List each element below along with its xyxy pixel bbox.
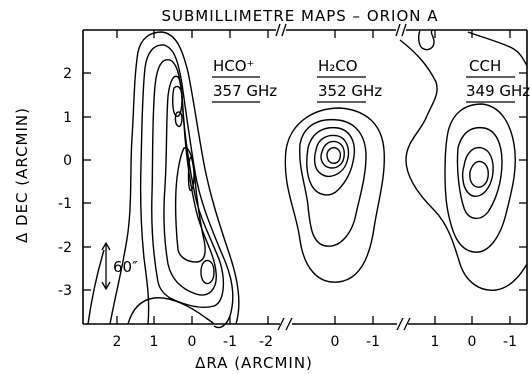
contour [109,31,240,325]
contour [444,103,516,253]
contour [298,118,367,247]
x-tick-label: -1 [366,334,380,350]
contour [187,156,195,192]
contour [163,75,217,296]
contour [326,147,342,164]
contour [469,160,489,188]
y-tick-labels: 2 1 0 -1 -2 -3 [58,66,72,299]
y-tick-label: -2 [58,240,72,256]
contour [313,134,350,178]
plot-frame [82,29,528,325]
contour [320,140,345,169]
map-label-cch: CCH 349 GHz [466,57,530,103]
x-tick-label: -1 [503,334,517,350]
contour [174,147,206,263]
contour [200,259,215,285]
contour [87,249,105,325]
x-tick-label: 1 [431,334,440,350]
x-tick-label: -2 [259,334,273,350]
contour [306,126,356,196]
x-tick-label: 1 [150,334,159,350]
contour-map-hco [87,31,240,329]
x-axis-label: ΔRA (ARCMIN) [195,354,313,372]
contour [467,31,528,67]
contour [139,44,234,329]
x-tick-labels: 2 1 0 -1 -2 0 -1 1 0 -1 [113,334,517,350]
contour [174,111,183,128]
y-axis-label: Δ DEC (ARCMIN) [13,107,31,243]
contour [461,146,494,197]
contour-map-cch [399,29,528,291]
x-tick-label: 2 [113,334,122,350]
map-label-h2co: H₂CO 352 GHz [317,57,382,103]
species-label: HCO⁺ [213,57,254,75]
y-tick-label: 1 [63,110,72,126]
y-tick-label: 2 [63,66,72,82]
y-ticks [83,72,527,291]
map-label-hco: HCO⁺ 357 GHz [212,57,277,103]
species-label: CCH [469,57,501,75]
frequency-label: 357 GHz [213,82,277,100]
x-tick-label: 0 [331,334,340,350]
contour [456,126,503,219]
x-tick-label: 0 [188,334,197,350]
y-tick-label: 0 [63,153,72,169]
frequency-label: 352 GHz [318,82,382,100]
contour [399,39,528,291]
x-tick-label: 0 [468,334,477,350]
contour [284,107,386,283]
scale-bar-label: 60″ [113,258,138,276]
y-tick-label: -1 [58,196,72,212]
scale-bar: 60″ [101,241,138,291]
species-label: H₂CO [318,57,358,75]
y-tick-label: -3 [58,283,72,299]
contour-map-h2co [284,107,386,283]
contour [127,297,215,325]
x-tick-label: -1 [223,334,237,350]
figure-title: SUBMILLIMETRE MAPS – ORION A [161,7,438,25]
contour [417,29,435,51]
axis-break-marks [275,23,411,331]
frequency-label: 349 GHz [466,82,530,100]
